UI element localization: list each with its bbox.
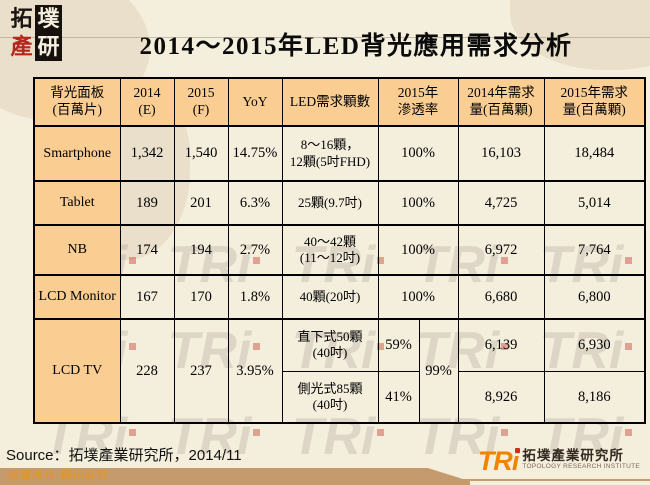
row-label-nb: NB	[33, 224, 121, 276]
col-header-penetration: 2015年 滲透率	[377, 77, 459, 127]
tri-logo-i-reddot: i	[511, 446, 519, 476]
table-cell: 100%	[377, 274, 459, 320]
table-row-smartphone: Smartphone 1,342 1,540 14.75% 8～16顆， 12顆…	[33, 125, 646, 182]
table-header-row: 背光面板 (百萬片) 2014 (E) 2015 (F) YoY LED需求顆數…	[33, 77, 646, 127]
table-cell: 201	[173, 180, 229, 226]
table-row-lcd-tv-direct: LCD TV 228 237 3.95% 直下式50顆 (40吋) 59% 99…	[33, 318, 646, 424]
table-cell: 8～16顆， 12顆(5吋FHD)	[281, 125, 379, 182]
col-header-yoy: YoY	[227, 77, 283, 127]
table-cell: 59%	[377, 318, 420, 372]
table-cell: 7,764	[543, 224, 646, 276]
page-title: 2014～2015年LED背光應用需求分析	[139, 33, 573, 60]
table-cell: 側光式85顆 (40吋)	[281, 370, 379, 424]
table-cell: 3.95%	[227, 318, 283, 424]
table-row-lcd-tv-edge: 側光式85顆 (40吋) 41% 8,926 8,186	[34, 370, 646, 424]
seal-char: 研	[35, 33, 62, 61]
table-cell: 174	[119, 224, 175, 276]
col-header-panel: 背光面板 (百萬片)	[33, 77, 121, 127]
tri-logo-letters: TR	[477, 446, 513, 476]
tri-logo: TRi 拓墣產業研究所 TOPOLOGY RESEARCH INSTITUTE	[478, 448, 640, 475]
tri-logo-name-zh: 拓墣產業研究所	[522, 448, 624, 463]
row-label-lcd-tv: LCD TV	[33, 318, 121, 424]
table-cell: 189	[119, 180, 175, 226]
led-demand-table: 背光面板 (百萬片) 2014 (E) 2015 (F) YoY LED需求顆數…	[33, 77, 646, 424]
table-cell: 100%	[377, 180, 459, 226]
table-cell: 1,342	[119, 125, 175, 182]
table-row-tablet: Tablet 189 201 6.3% 25顆(9.7吋) 100% 4,725…	[33, 180, 646, 226]
table-cell: 8,186	[543, 370, 646, 424]
tri-logo-name-en: TOPOLOGY RESEARCH INSTITUTE	[522, 463, 640, 470]
table-cell: 25顆(9.7吋)	[281, 180, 379, 226]
table-cell: 99%	[418, 318, 459, 424]
table-cell: 1.8%	[227, 274, 283, 320]
table-cell: 40顆(20吋)	[281, 274, 379, 320]
col-header-2015: 2015 (F)	[173, 77, 229, 127]
tri-logo-names: 拓墣產業研究所 TOPOLOGY RESEARCH INSTITUTE	[522, 448, 640, 471]
table-cell: 2.7%	[227, 224, 283, 276]
table-cell: 6,800	[543, 274, 646, 320]
table-row-nb: NB 174 194 2.7% 40～42顆 (11～12吋) 100% 6,9…	[33, 224, 646, 276]
table-cell: 16,103	[457, 125, 545, 182]
row-label-tablet: Tablet	[33, 180, 121, 226]
table-cell: 100%	[377, 224, 459, 276]
table-cell: 194	[173, 224, 229, 276]
table-cell: 1,540	[173, 125, 229, 182]
col-header-demand-2015: 2015年需求 量(百萬顆)	[543, 77, 646, 127]
table-cell: 6,139	[457, 318, 545, 372]
col-header-2014: 2014 (E)	[119, 77, 175, 127]
table-cell: 41%	[377, 370, 420, 424]
table-cell: 6,972	[457, 224, 545, 276]
footer-accent-line	[462, 479, 650, 481]
table-cell: 170	[173, 274, 229, 320]
copyright-text: 版權所有·翻印必究	[8, 470, 109, 482]
table-cell: 6,930	[543, 318, 646, 372]
col-header-demand-2014: 2014年需求 量(百萬顆)	[457, 77, 545, 127]
row-label-lcd-monitor: LCD Monitor	[33, 274, 121, 320]
table-cell: 直下式50顆 (40吋)	[281, 318, 379, 372]
table-cell: 228	[119, 318, 175, 424]
source-text: Source：拓墣產業研究所，2014/11	[6, 447, 242, 464]
table-cell: 6,680	[457, 274, 545, 320]
table-cell: 14.75%	[227, 125, 283, 182]
seal-char: 拓	[10, 6, 33, 31]
table-cell: 167	[119, 274, 175, 320]
seal-char: 墣	[35, 5, 62, 33]
seal-char: 產	[10, 34, 33, 59]
table-cell: 6.3%	[227, 180, 283, 226]
table-cell: 100%	[377, 125, 459, 182]
table-cell: 4,725	[457, 180, 545, 226]
table-cell: 18,484	[543, 125, 646, 182]
table-row-lcd-monitor: LCD Monitor 167 170 1.8% 40顆(20吋) 100% 6…	[33, 274, 646, 320]
col-header-led-count: LED需求顆數	[281, 77, 379, 127]
tri-logo-icon: TRi	[478, 448, 519, 475]
row-label-smartphone: Smartphone	[33, 125, 121, 182]
table-cell: 237	[173, 318, 229, 424]
copyright-bar: 版權所有·翻印必究	[0, 468, 470, 485]
table-cell: 5,014	[543, 180, 646, 226]
table-cell: 40～42顆 (11～12吋)	[281, 224, 379, 276]
table-cell: 8,926	[457, 370, 545, 424]
top-divider-line	[0, 37, 650, 38]
topology-seal-logo: 拓 墣 產 研	[8, 5, 62, 61]
